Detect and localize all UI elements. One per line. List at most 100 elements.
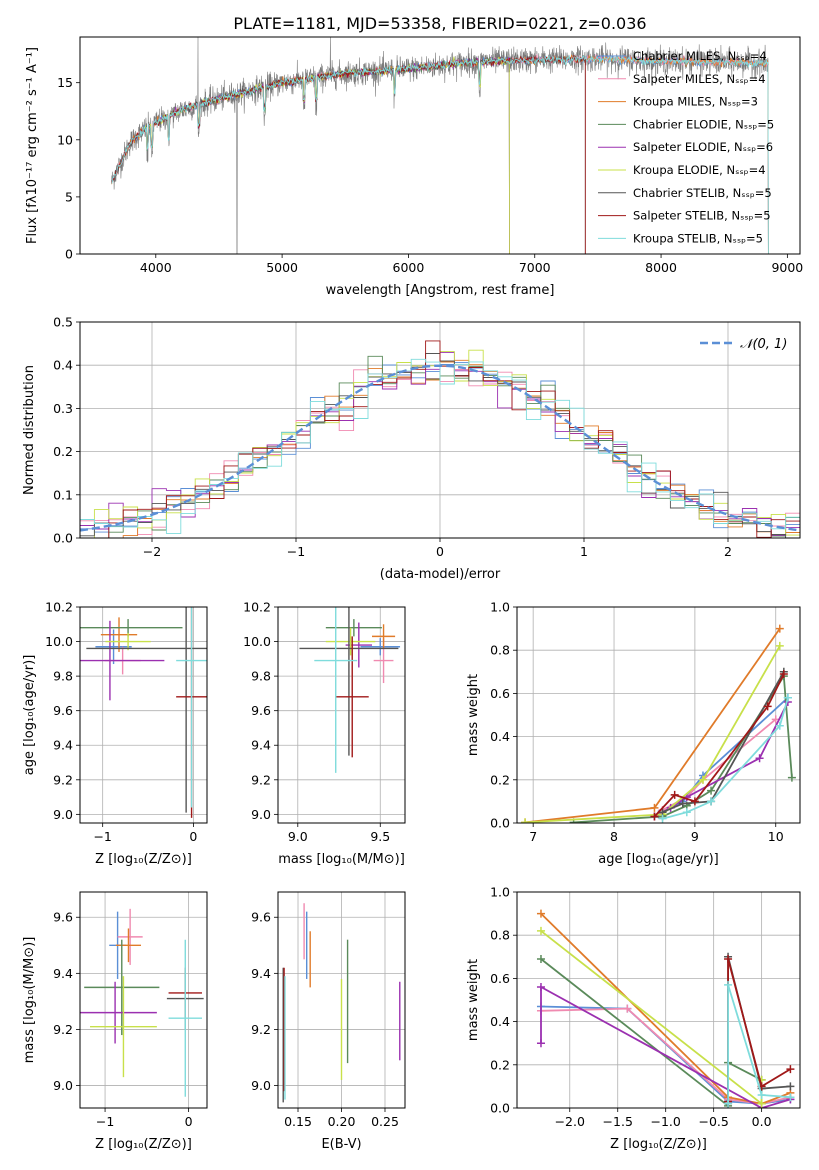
x-tick-label: −1	[93, 829, 111, 844]
spectrum-ylabel: Flux [fλ10⁻¹⁷ erg cm⁻² s⁻¹ A⁻¹]	[25, 47, 40, 244]
data-point	[755, 754, 764, 763]
data-point	[698, 775, 707, 784]
y-tick-label: 9.8	[251, 669, 271, 684]
y-tick-label: 0.0	[53, 531, 73, 546]
y-tick-label: 0.1	[53, 487, 73, 502]
data-point	[650, 812, 659, 821]
data-point	[536, 926, 545, 935]
data-point	[658, 814, 667, 823]
x-tick-label: 0.0	[752, 1114, 772, 1129]
data-point	[536, 954, 545, 963]
age-vs-z-grid	[80, 606, 207, 823]
y-tick-label: 0.8	[490, 643, 510, 658]
y-tick-label: 9.2	[53, 1022, 73, 1037]
y-tick-label: 5	[65, 189, 73, 204]
mass-weight-series	[658, 693, 792, 823]
data-point	[757, 1091, 766, 1100]
y-tick-label: 0.5	[53, 315, 73, 330]
x-tick-label: 7000	[519, 260, 551, 275]
data-point	[623, 1004, 632, 1013]
x-tick-label: 0	[436, 544, 444, 559]
y-tick-label: 0.0	[490, 1101, 510, 1116]
mass-weight-vs-age-ylabel: mass weight	[466, 674, 481, 756]
y-tick-label: 9.6	[251, 910, 271, 925]
series-line	[662, 671, 785, 814]
model-spectrum	[111, 54, 769, 254]
errorbar-point	[115, 928, 141, 963]
series-line	[524, 628, 781, 823]
data-point	[763, 702, 772, 711]
data-point	[783, 693, 792, 702]
errorbar-point	[176, 607, 207, 808]
series-line	[727, 956, 791, 1104]
age-vs-z-xlabel: Z [log₁₀(Z/Z⊙)]	[95, 852, 192, 867]
y-tick-label: 10.2	[45, 600, 73, 615]
x-tick-label: −1.0	[651, 1114, 681, 1129]
y-tick-label: 10.0	[45, 634, 73, 649]
data-point	[707, 797, 716, 806]
mass-weight-vs-age-marks	[521, 624, 796, 823]
age-vs-mass-grid	[278, 606, 405, 823]
gaussian-curve	[80, 364, 800, 532]
errorbar-point	[299, 607, 399, 756]
y-tick-label: 9.4	[53, 966, 73, 981]
legend-entry: Salpeter STELIB, Nₛₛₚ=5	[633, 209, 771, 223]
y-tick-label: 9.2	[251, 1022, 271, 1037]
mass-vs-z-grid	[80, 892, 207, 1108]
axes-frame	[277, 606, 406, 824]
panel-mass-weight-vs-z: −2.0 −1.5 −1.0 −0.5 0.0 0.0 0.2 0.4 0.6 0.8 1.0 Z […	[466, 885, 801, 1152]
axes-frame	[277, 891, 406, 1109]
panel-mass-vs-ebv: 0.15 0.20 0.25 9.0 9.2 9.4 9.6 E(B-V)	[251, 891, 406, 1152]
y-tick-label: 0.2	[490, 772, 510, 787]
data-point	[678, 799, 687, 808]
plot-layer: 4000 5000 6000 7000 8000 9000051015wavelength…	[22, 36, 803, 1152]
data-point	[724, 954, 733, 963]
residuals-ylabel: Normed distribution	[22, 365, 37, 495]
data-point	[707, 786, 716, 795]
mass-vs-ebv-marks	[282, 903, 401, 1103]
data-point	[775, 721, 784, 730]
age-vs-mass-marks	[299, 607, 401, 773]
axes-frame	[79, 891, 208, 1109]
panel-age-vs-z: −1 0 9.0 9.2 9.4 9.6 9.8 10.0 10.2 Z [log₁₀(Z/Z⊙)…	[22, 600, 208, 867]
y-tick-label: 9.0	[53, 1078, 73, 1093]
series-line	[525, 645, 781, 823]
age-vs-z-marks	[80, 607, 207, 818]
mass-vs-z-ylabel: mass [log₁₀(M/M⊙)]	[22, 937, 37, 1064]
y-tick-label: 0.8	[490, 928, 510, 943]
data-point	[536, 1039, 545, 1048]
figure-title: PLATE=1181, MJD=53358, FIBERID=0221, z=0…	[233, 14, 646, 33]
x-tick-label: −1.5	[603, 1114, 633, 1129]
x-tick-label: 1	[580, 544, 588, 559]
mass-weight-series	[521, 641, 784, 823]
x-tick-label: 0.25	[371, 1114, 399, 1129]
data-point	[536, 909, 545, 918]
errorbar-point	[86, 607, 207, 813]
mass-weight-series	[650, 669, 788, 821]
mass-weight-series	[536, 926, 766, 1108]
series-line	[540, 912, 791, 1105]
residuals-marks	[80, 340, 800, 538]
x-tick-label: −1	[96, 1114, 114, 1129]
y-tick-label: 10.0	[243, 634, 271, 649]
x-tick-label: 6000	[393, 260, 425, 275]
age-vs-z-ylabel: age [log₁₀(age/yr)]	[22, 655, 37, 776]
mass-weight-vs-age-grid	[517, 606, 800, 824]
mass-vs-z-marks	[80, 908, 204, 1097]
y-tick-label: 0.4	[53, 358, 73, 373]
mass-weight-series	[654, 693, 792, 819]
y-tick-label: 0.2	[53, 444, 73, 459]
y-tick-label: 9.0	[251, 807, 271, 822]
series-line	[727, 958, 791, 1102]
x-tick-label: 10	[768, 829, 784, 844]
errorbar-point	[100, 617, 138, 652]
mass-vs-ebv-xlabel: E(B-V)	[321, 1137, 361, 1152]
axes-frame	[516, 606, 801, 824]
mass-weight-vs-z-xlabel: Z [log₁₀(Z/Z⊙)]	[610, 1137, 707, 1152]
y-tick-label: 0.6	[490, 971, 510, 986]
data-point	[779, 669, 788, 678]
errorbar-point	[325, 627, 376, 656]
data-point	[650, 803, 659, 812]
x-tick-label: −1	[287, 544, 305, 559]
